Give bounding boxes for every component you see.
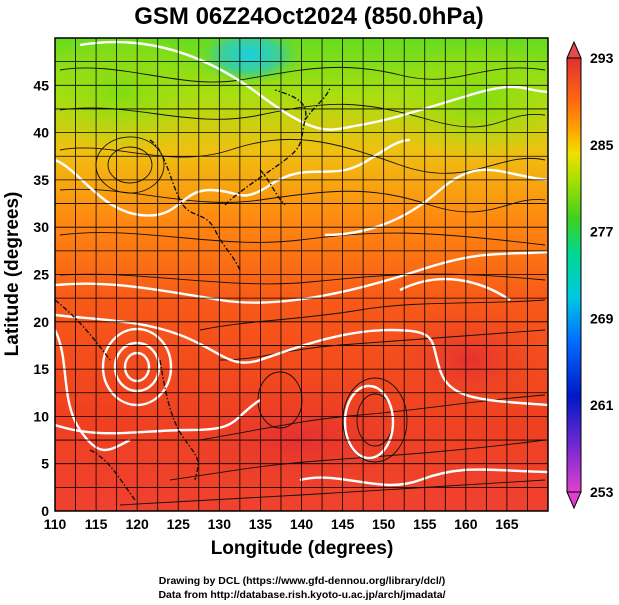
grid-lines — [55, 38, 548, 511]
colorbar: 253 261 269 277 285 293 — [566, 40, 614, 510]
cool-air-region-east — [390, 40, 548, 160]
x-tick-label: 150 — [372, 516, 396, 532]
colorbar-tick-label: 261 — [590, 397, 614, 413]
warm-air-region-south — [120, 360, 480, 511]
height-contours — [55, 40, 548, 487]
cool-air-region-west — [55, 38, 210, 150]
x-tick-label: 120 — [125, 516, 149, 532]
plot-area — [55, 38, 548, 511]
x-tick-label: 130 — [208, 516, 232, 532]
y-tick-label: 35 — [33, 172, 49, 188]
x-tick-label: 110 — [44, 516, 67, 532]
colorbar-max-arrow — [566, 40, 582, 59]
x-tick-labels: 110 115 120 125 130 135 140 145 150 155 160 165 — [44, 516, 519, 532]
y-axis-title: Latitude (degrees) — [2, 192, 23, 357]
credit-drawing: Drawing by DCL (https://www.gfd-dennou.o… — [159, 575, 445, 587]
colorbar-tick-labels: 253 261 269 277 285 293 — [590, 50, 614, 500]
warm-air-region-east — [380, 300, 548, 420]
x-tick-label: 145 — [331, 516, 355, 532]
credit-data: Data from http://database.rish.kyoto-u.a… — [158, 589, 445, 601]
colorbar-bar — [566, 57, 582, 493]
x-tick-label: 115 — [85, 516, 108, 532]
y-tick-label: 0 — [41, 503, 49, 519]
plot-frame — [54, 37, 549, 512]
y-tick-label: 30 — [33, 219, 49, 235]
colorbar-tick-label: 269 — [590, 310, 614, 326]
y-tick-label: 40 — [33, 125, 49, 141]
colorbar-tick-label: 293 — [590, 50, 614, 66]
y-tick-label: 25 — [33, 267, 49, 283]
y-tick-label: 10 — [33, 408, 49, 424]
y-tick-label: 5 — [41, 456, 49, 472]
x-tick-label: 135 — [249, 516, 273, 532]
x-axis-title: Longitude (degrees) — [211, 538, 394, 559]
colorbar-tick-label: 253 — [590, 484, 614, 500]
y-tick-label: 45 — [33, 77, 49, 93]
colorbar-tick-label: 285 — [590, 137, 614, 153]
x-tick-label: 165 — [495, 516, 519, 532]
x-tick-label: 125 — [167, 516, 191, 532]
colorbar-min-arrow — [566, 491, 582, 510]
y-tick-label: 15 — [33, 361, 49, 377]
x-tick-label: 160 — [454, 516, 478, 532]
cold-air-region — [195, 38, 305, 85]
y-tick-label: 20 — [33, 314, 49, 330]
x-tick-label: 140 — [290, 516, 314, 532]
chart-title: GSM 06Z24Oct2024 (850.0hPa) — [134, 3, 484, 30]
y-tick-labels: 0 5 10 15 20 25 30 35 40 45 — [33, 77, 49, 519]
colorbar-tick-label: 277 — [590, 224, 614, 240]
x-tick-label: 155 — [413, 516, 437, 532]
